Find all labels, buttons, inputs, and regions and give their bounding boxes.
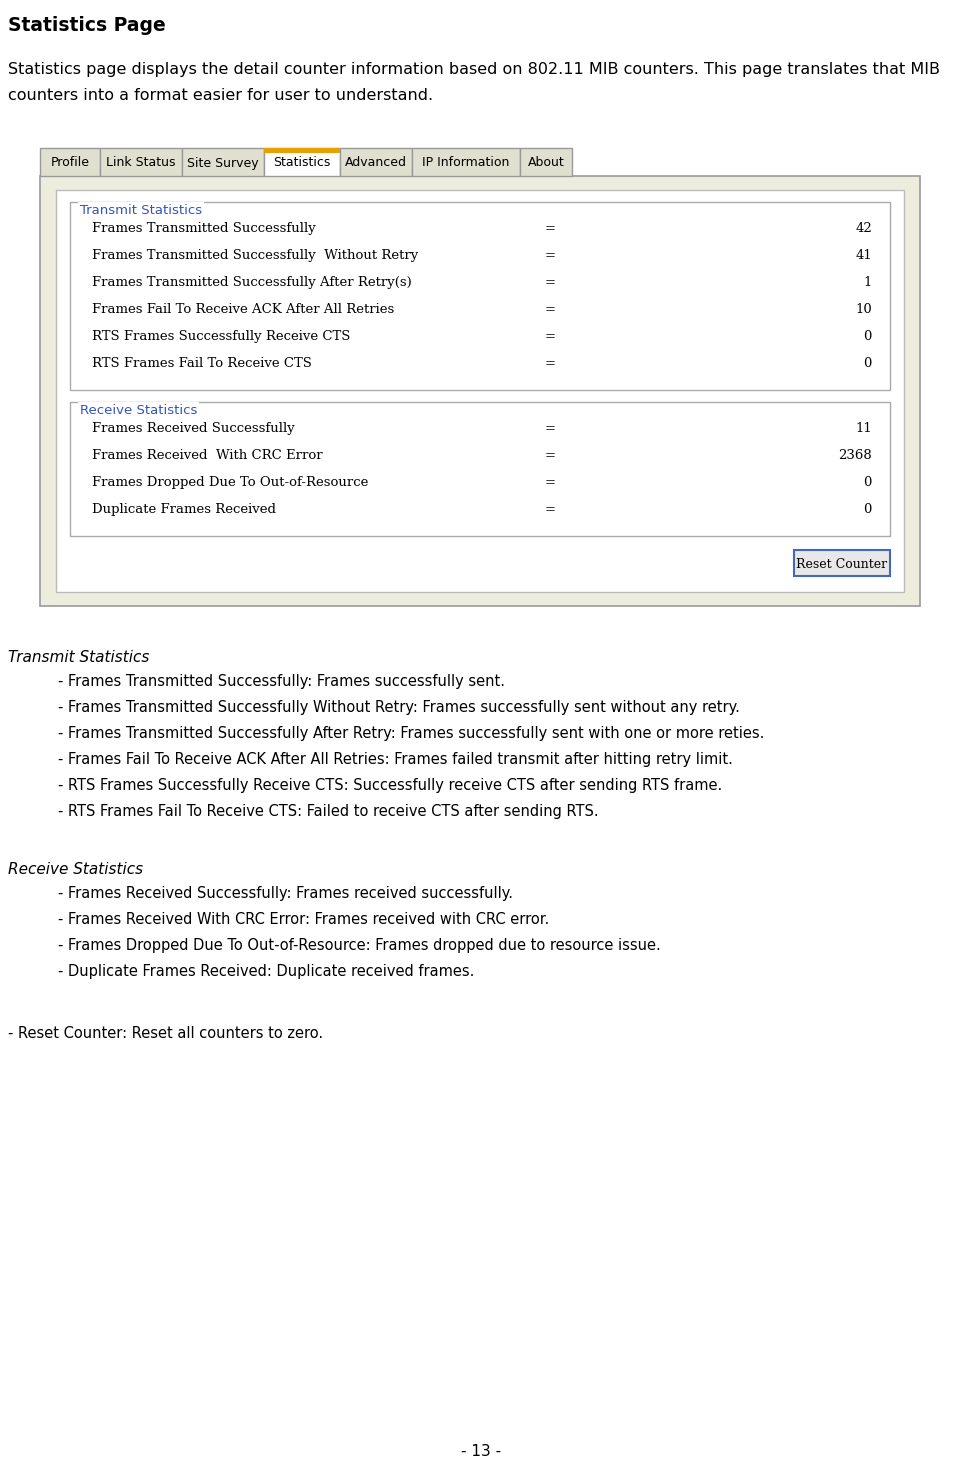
Text: RTS Frames Successfully Receive CTS: RTS Frames Successfully Receive CTS	[92, 329, 351, 343]
Text: Statistics Page: Statistics Page	[8, 16, 166, 35]
Text: =: =	[544, 357, 556, 370]
Text: 11: 11	[855, 422, 872, 435]
Text: =: =	[544, 422, 556, 435]
Text: Frames Transmitted Successfully After Retry(s): Frames Transmitted Successfully After Re…	[92, 277, 412, 288]
FancyBboxPatch shape	[264, 148, 340, 176]
Text: 0: 0	[864, 476, 872, 489]
Text: Frames Received Successfully: Frames Received Successfully	[92, 422, 295, 435]
FancyBboxPatch shape	[264, 148, 340, 154]
Text: =: =	[544, 223, 556, 236]
Text: - RTS Frames Fail To Receive CTS: Failed to receive CTS after sending RTS.: - RTS Frames Fail To Receive CTS: Failed…	[58, 804, 603, 818]
Text: - 13 -: - 13 -	[461, 1444, 502, 1460]
Text: 0: 0	[864, 504, 872, 515]
Text: 0: 0	[864, 329, 872, 343]
FancyBboxPatch shape	[794, 550, 890, 575]
Text: Transmit Statistics: Transmit Statistics	[80, 203, 202, 217]
FancyBboxPatch shape	[70, 202, 890, 389]
Text: Frames Transmitted Successfully  Without Retry: Frames Transmitted Successfully Without …	[92, 249, 418, 262]
Text: Advanced: Advanced	[345, 157, 407, 170]
Text: - Frames Transmitted Successfully: Frames successfully sent.: - Frames Transmitted Successfully: Frame…	[58, 673, 505, 690]
Text: - RTS Frames Successfully Receive CTS: Successfully receive CTS after sending RT: - RTS Frames Successfully Receive CTS: S…	[58, 777, 727, 793]
FancyBboxPatch shape	[40, 148, 100, 176]
Text: About: About	[528, 157, 564, 170]
Text: =: =	[544, 476, 556, 489]
Text: IP Information: IP Information	[423, 157, 509, 170]
Text: Duplicate Frames Received: Duplicate Frames Received	[92, 504, 276, 515]
Text: Receive Statistics: Receive Statistics	[80, 404, 197, 417]
Text: Frames Transmitted Successfully: Frames Transmitted Successfully	[92, 223, 316, 236]
Text: Receive Statistics: Receive Statistics	[8, 862, 143, 877]
Text: =: =	[544, 329, 556, 343]
Text: Statistics: Statistics	[273, 157, 330, 170]
Text: Frames Fail To Receive ACK After All Retries: Frames Fail To Receive ACK After All Ret…	[92, 303, 394, 316]
Text: =: =	[544, 303, 556, 316]
Text: Statistics page displays the detail counter information based on 802.11 MIB coun: Statistics page displays the detail coun…	[8, 61, 940, 78]
Text: 41: 41	[855, 249, 872, 262]
Text: Frames Dropped Due To Out-of-Resource: Frames Dropped Due To Out-of-Resource	[92, 476, 369, 489]
Text: - Frames Transmitted Successfully Without Retry: Frames successfully sent withou: - Frames Transmitted Successfully Withou…	[58, 700, 744, 714]
Text: =: =	[544, 249, 556, 262]
Text: =: =	[544, 277, 556, 288]
Text: 10: 10	[855, 303, 872, 316]
Text: 1: 1	[864, 277, 872, 288]
Text: =: =	[544, 449, 556, 463]
Text: Transmit Statistics: Transmit Statistics	[8, 650, 149, 665]
Text: 42: 42	[855, 223, 872, 236]
Text: 2368: 2368	[838, 449, 872, 463]
FancyBboxPatch shape	[340, 148, 412, 176]
FancyBboxPatch shape	[182, 148, 264, 176]
FancyBboxPatch shape	[100, 148, 182, 176]
Text: - Frames Fail To Receive ACK After All Retries: Frames failed transmit after hit: - Frames Fail To Receive ACK After All R…	[58, 752, 733, 767]
Text: 0: 0	[864, 357, 872, 370]
Text: - Frames Transmitted Successfully After Retry: Frames successfully sent with one: - Frames Transmitted Successfully After …	[58, 726, 769, 741]
FancyBboxPatch shape	[56, 190, 904, 591]
Text: Link Status: Link Status	[106, 157, 176, 170]
Text: - Frames Received Successfully: Frames received successfully.: - Frames Received Successfully: Frames r…	[58, 886, 513, 900]
Text: Site Survey: Site Survey	[187, 157, 259, 170]
Text: - Reset Counter: Reset all counters to zero.: - Reset Counter: Reset all counters to z…	[8, 1026, 324, 1041]
Text: - Duplicate Frames Received: Duplicate received frames.: - Duplicate Frames Received: Duplicate r…	[58, 963, 475, 979]
FancyBboxPatch shape	[40, 176, 920, 606]
FancyBboxPatch shape	[70, 403, 890, 536]
Text: Profile: Profile	[50, 157, 90, 170]
Text: RTS Frames Fail To Receive CTS: RTS Frames Fail To Receive CTS	[92, 357, 312, 370]
Text: =: =	[544, 504, 556, 515]
FancyBboxPatch shape	[520, 148, 572, 176]
Text: Reset Counter: Reset Counter	[796, 558, 888, 571]
Text: Frames Received  With CRC Error: Frames Received With CRC Error	[92, 449, 323, 463]
Text: - Frames Received With CRC Error: Frames received with CRC error.: - Frames Received With CRC Error: Frames…	[58, 912, 554, 927]
Text: - Frames Dropped Due To Out-of-Resource: Frames dropped due to resource issue.: - Frames Dropped Due To Out-of-Resource:…	[58, 938, 661, 953]
FancyBboxPatch shape	[412, 148, 520, 176]
Text: counters into a format easier for user to understand.: counters into a format easier for user t…	[8, 88, 433, 102]
